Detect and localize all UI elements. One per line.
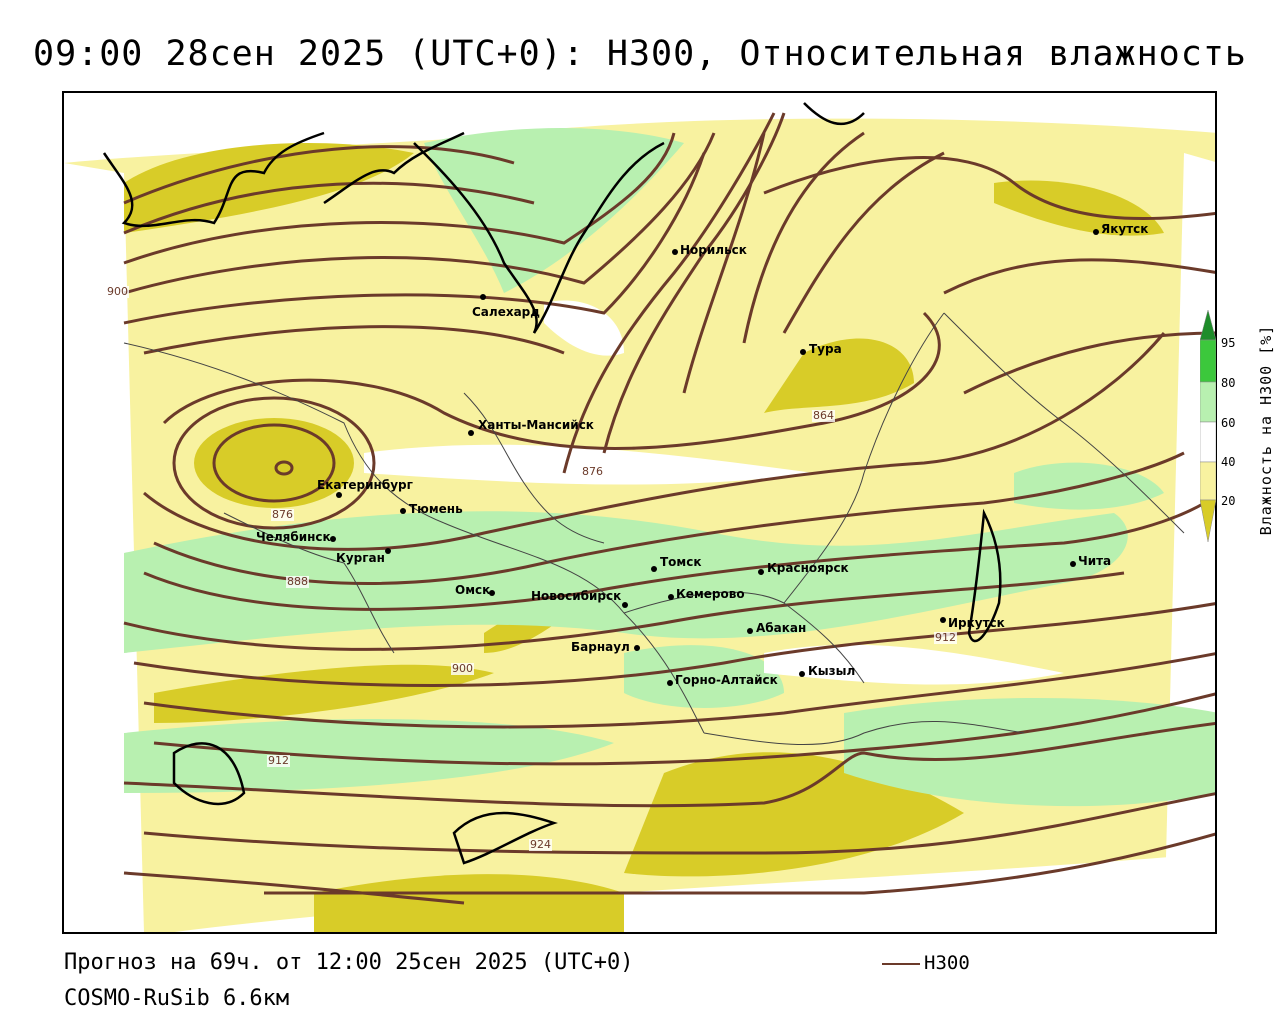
city-marker: [622, 602, 628, 608]
model-name: COSMO-RuSib 6.6км: [64, 986, 290, 1011]
isoline-label: 912: [267, 754, 290, 767]
city-marker: [336, 492, 342, 498]
city-label[interactable]: Тюмень: [409, 502, 463, 516]
h300-legend-label: H300: [924, 952, 970, 974]
city-label[interactable]: Норильск: [680, 243, 747, 257]
city-label[interactable]: Екатеринбург: [317, 478, 413, 492]
city-label[interactable]: Горно-Алтайск: [675, 673, 778, 687]
coastlines: [102, 102, 1002, 865]
isoline-label: 888: [286, 575, 309, 588]
city-label[interactable]: Салехард: [472, 305, 540, 319]
city-label[interactable]: Ханты-Мансийск: [478, 418, 594, 432]
city-marker: [758, 569, 764, 575]
map-title: 09:00 28сен 2025 (UTC+0): H300, Относите…: [33, 34, 1247, 74]
city-marker: [799, 671, 805, 677]
city-label[interactable]: Томск: [660, 555, 702, 569]
colorbar-swatch: [1199, 499, 1217, 543]
city-marker: [330, 536, 336, 542]
city-marker: [667, 680, 673, 686]
city-marker: [489, 590, 495, 596]
outside-domain-left: [64, 163, 144, 932]
moist-band: [124, 719, 614, 793]
colorbar-swatch: [1199, 309, 1217, 341]
isoline-label: 900: [106, 285, 129, 298]
city-label[interactable]: Барнаул: [571, 640, 630, 654]
city-marker: [634, 645, 640, 651]
colorbar-tick: 60: [1221, 416, 1236, 430]
colorbar-swatch: [1199, 461, 1217, 501]
dry-patch: [124, 143, 414, 233]
city-label[interactable]: Чита: [1078, 554, 1112, 568]
city-label[interactable]: Курган: [336, 551, 385, 565]
moist-band: [124, 511, 1128, 653]
isoline-label: 912: [934, 631, 957, 644]
city-marker: [385, 548, 391, 554]
city-label[interactable]: Омск: [455, 583, 491, 597]
city-marker: [668, 594, 674, 600]
colorbar-swatch: [1199, 339, 1217, 383]
admin-borders: [123, 312, 1185, 745]
city-label[interactable]: Абакан: [756, 621, 807, 635]
isoline-label: 876: [271, 508, 294, 521]
city-label[interactable]: Иркутск: [948, 616, 1005, 630]
map-area[interactable]: 900 864 876 876 888 900 912 912 924 Якут…: [62, 91, 1217, 934]
dry-patch: [994, 180, 1164, 236]
city-label[interactable]: Тура: [809, 342, 842, 356]
colorbar-tick: 95: [1221, 336, 1236, 350]
h300-isolines: [123, 112, 1215, 905]
city-label[interactable]: Якутск: [1101, 222, 1149, 236]
moist-band: [424, 128, 684, 293]
colorbar-tick: 20: [1221, 494, 1236, 508]
city-marker: [480, 294, 486, 300]
isoline-label: 864: [812, 409, 835, 422]
city-label[interactable]: Красноярск: [767, 561, 849, 575]
city-marker: [651, 566, 657, 572]
white-streak: [764, 644, 1064, 685]
colorbar-title: Влажность на H300 [%]: [1257, 324, 1275, 536]
colorbar-swatch: [1199, 421, 1217, 463]
city-marker: [1093, 229, 1099, 235]
city-label[interactable]: Кызыл: [808, 664, 856, 678]
isoline-label: 876: [581, 465, 604, 478]
colorbar-tick: 80: [1221, 376, 1236, 390]
city-label[interactable]: Новосибирск: [531, 589, 622, 603]
city-marker: [468, 430, 474, 436]
forecast-info: Прогноз на 69ч. от 12:00 25сен 2025 (UTC…: [64, 950, 634, 975]
isoline-label: 900: [451, 662, 474, 675]
dry-patch: [314, 874, 624, 932]
city-marker: [1070, 561, 1076, 567]
dry-patch: [154, 664, 494, 723]
dry-patch: [194, 418, 354, 508]
white-streak: [364, 444, 814, 485]
city-marker: [672, 249, 678, 255]
city-marker: [400, 508, 406, 514]
city-label[interactable]: Кемерово: [676, 587, 745, 601]
city-marker: [747, 628, 753, 634]
map-canvas: [64, 93, 1215, 932]
city-label[interactable]: Челябинск: [256, 530, 331, 544]
city-marker: [940, 617, 946, 623]
city-marker: [800, 349, 806, 355]
isoline-label: 924: [529, 838, 552, 851]
dry-patch: [764, 338, 914, 413]
outside-domain-top: [64, 93, 1215, 163]
colorbar-swatch: [1199, 381, 1217, 423]
colorbar-tick: 40: [1221, 455, 1236, 469]
h300-legend-line: [882, 963, 920, 965]
humidity-colorbar: [1199, 309, 1217, 550]
colorbar-swatches: [1199, 309, 1217, 543]
